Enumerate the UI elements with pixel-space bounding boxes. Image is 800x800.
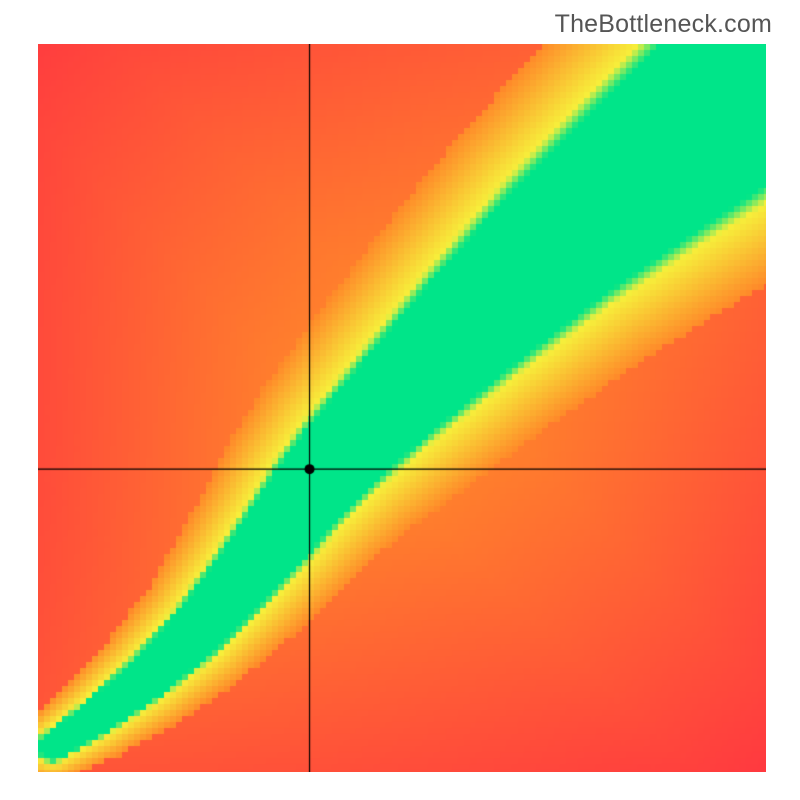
- attribution-text: TheBottleneck.com: [555, 10, 772, 39]
- bottleneck-heatmap: [38, 44, 766, 772]
- heatmap-canvas: [38, 44, 766, 772]
